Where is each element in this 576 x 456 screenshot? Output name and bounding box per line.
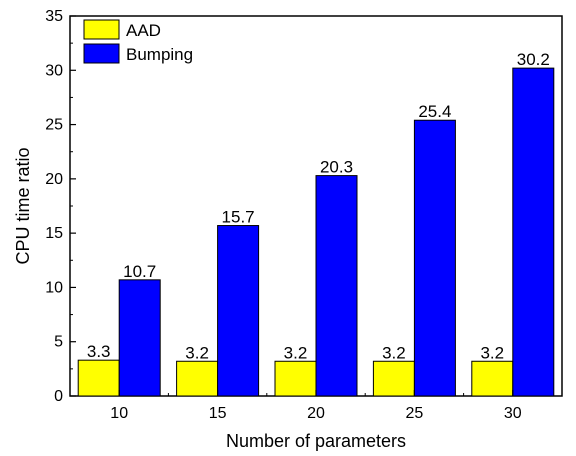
bar-bumping xyxy=(217,225,260,397)
bar-aad xyxy=(372,360,415,397)
x-axis: 10 15 20 25 30 xyxy=(110,390,522,422)
data-label: 25.4 xyxy=(418,102,451,121)
data-label: 3.2 xyxy=(185,343,209,362)
data-label: 10.7 xyxy=(123,262,156,281)
y-tick-label: 10 xyxy=(45,279,63,296)
y-tick-label: 25 xyxy=(45,117,63,134)
y-tick-label: 0 xyxy=(54,388,63,405)
legend-label-aad: AAD xyxy=(126,21,161,40)
data-label: 3.2 xyxy=(480,343,504,362)
y-tick-label: 5 xyxy=(54,334,63,351)
bar-bumping xyxy=(512,67,555,397)
legend-swatch-bumping xyxy=(83,43,120,64)
x-tick-label: 15 xyxy=(209,405,227,422)
x-tick-label: 20 xyxy=(307,405,325,422)
data-label: 3.3 xyxy=(87,342,111,361)
bar-bumping xyxy=(118,279,161,397)
y-axis-title: CPU time ratio xyxy=(13,147,33,264)
bar-bumping xyxy=(315,175,358,397)
x-tick-label: 10 xyxy=(110,405,128,422)
bar-aad xyxy=(274,360,317,397)
y-tick-label: 20 xyxy=(45,171,63,188)
bar-aad xyxy=(176,360,219,397)
legend-swatch-aad xyxy=(83,19,120,40)
legend-label-bumping: Bumping xyxy=(126,45,193,64)
x-tick-label: 25 xyxy=(406,405,424,422)
bars-layer: 3.3 10.7 3.2 15.7 3.2 20.3 3.2 25.4 3.2 30.2 xyxy=(77,50,555,397)
y-tick-label: 15 xyxy=(45,225,63,242)
bar-aad xyxy=(471,360,514,397)
y-axis: 0 5 10 15 20 25 30 35 xyxy=(45,8,76,405)
y-tick-label: 30 xyxy=(45,62,63,79)
bar-bumping xyxy=(413,119,456,397)
data-label: 3.2 xyxy=(284,343,308,362)
x-axis-title: Number of parameters xyxy=(226,431,406,451)
data-label: 20.3 xyxy=(320,158,353,177)
bar-aad xyxy=(77,359,120,397)
data-label: 30.2 xyxy=(517,50,550,69)
y-tick-label: 35 xyxy=(45,8,63,25)
legend: AAD Bumping xyxy=(83,19,193,64)
x-tick-label: 30 xyxy=(504,405,522,422)
data-label: 15.7 xyxy=(222,208,255,227)
data-label: 3.2 xyxy=(382,343,406,362)
